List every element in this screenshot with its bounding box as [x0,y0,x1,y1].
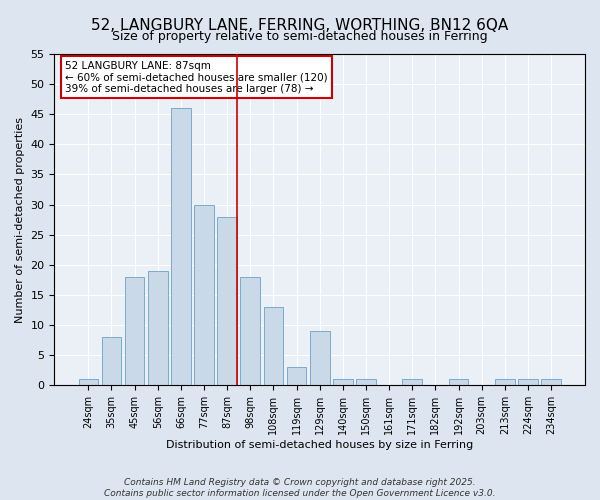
Text: 52 LANGBURY LANE: 87sqm
← 60% of semi-detached houses are smaller (120)
39% of s: 52 LANGBURY LANE: 87sqm ← 60% of semi-de… [65,60,328,94]
Y-axis label: Number of semi-detached properties: Number of semi-detached properties [15,116,25,322]
Bar [356,380,376,386]
Text: Contains HM Land Registry data © Crown copyright and database right 2025.
Contai: Contains HM Land Registry data © Crown c… [104,478,496,498]
Text: 52, LANGBURY LANE, FERRING, WORTHING, BN12 6QA: 52, LANGBURY LANE, FERRING, WORTHING, BN… [91,18,509,32]
Bar [217,216,237,386]
Bar [518,380,538,386]
Bar [148,271,167,386]
Bar [287,368,307,386]
Bar [101,337,121,386]
Bar [125,277,145,386]
Bar [495,380,515,386]
Bar [541,380,561,386]
Bar [449,380,469,386]
Text: Size of property relative to semi-detached houses in Ferring: Size of property relative to semi-detach… [112,30,488,43]
X-axis label: Distribution of semi-detached houses by size in Ferring: Distribution of semi-detached houses by … [166,440,473,450]
Bar [194,204,214,386]
Bar [263,307,283,386]
Bar [333,380,353,386]
Bar [79,380,98,386]
Bar [310,331,329,386]
Bar [241,277,260,386]
Bar [171,108,191,386]
Bar [403,380,422,386]
